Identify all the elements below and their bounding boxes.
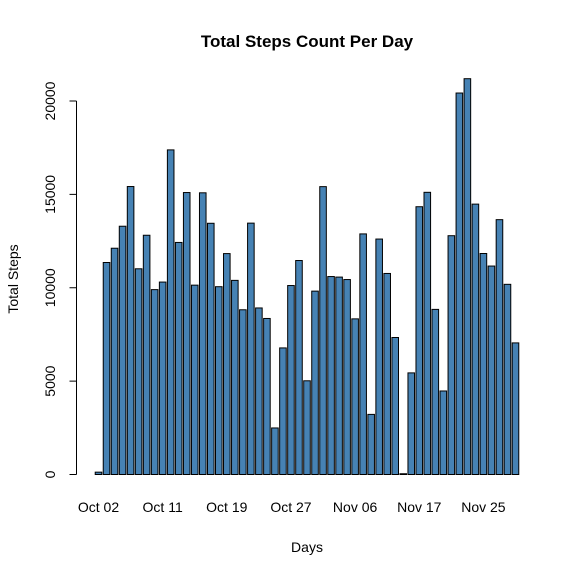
y-tick-label: 0: [42, 470, 58, 478]
bar-2012-10-29: [303, 380, 311, 476]
bar-2012-11-02: [327, 276, 335, 476]
bar-2012-11-12: [383, 272, 391, 475]
bar-2012-10-23: [255, 307, 263, 475]
bar-2012-10-24: [263, 317, 271, 475]
bar-2012-10-20: [231, 279, 239, 475]
x-tick-label: Oct 27: [270, 499, 311, 515]
x-tick-label: Nov 06: [333, 499, 378, 515]
bar-2012-10-30: [311, 290, 319, 475]
y-axis-label: Total Steps: [5, 244, 21, 313]
y-tick-label: 15000: [42, 175, 58, 214]
bar-2012-10-13: [174, 241, 183, 475]
y-tick-label: 20000: [42, 81, 58, 120]
bar-2012-11-29: [511, 342, 520, 475]
bar-2012-10-11: [158, 281, 167, 475]
bar-2012-11-27: [495, 219, 504, 475]
x-tick-label: Nov 17: [397, 499, 442, 515]
bar-2012-10-02: [94, 471, 103, 475]
bar-2012-11-24: [471, 203, 480, 475]
bar-2012-11-07: [359, 233, 367, 475]
bar-2012-11-28: [503, 283, 512, 475]
bar-2012-11-06: [351, 318, 359, 475]
bar-2012-10-16: [198, 192, 207, 475]
x-tick-label: Oct 11: [143, 499, 183, 515]
bar-2012-11-21: [447, 235, 456, 475]
x-tick-label: Oct 19: [206, 499, 247, 515]
bar-2012-10-18: [215, 286, 223, 476]
bar-2012-10-19: [223, 253, 231, 475]
bar-2012-11-15: [399, 473, 408, 476]
bar-2012-11-16: [407, 372, 416, 476]
x-tick-label: Nov 25: [461, 499, 506, 515]
bar-2012-11-19: [431, 308, 440, 476]
bar-2012-10-25: [271, 427, 279, 475]
bar-2012-10-06: [126, 186, 135, 475]
bar-2012-11-17: [415, 206, 424, 475]
y-axis: 0 5000 10000 15000 20000: [42, 81, 77, 478]
bar-2012-10-31: [319, 186, 327, 475]
bar-2012-11-05: [343, 279, 351, 475]
bar-2012-11-08: [367, 413, 375, 476]
x-tick-label: Oct 02: [78, 499, 119, 515]
bar-2012-10-07: [134, 268, 143, 476]
bar-2012-10-05: [118, 225, 127, 475]
bar-2012-10-04: [110, 247, 119, 475]
bar-2012-10-22: [247, 222, 255, 475]
y-tick-label: 5000: [42, 365, 58, 396]
bar-2012-10-17: [206, 222, 215, 475]
bar-2012-10-03: [102, 262, 111, 475]
bar-2012-10-28: [295, 260, 303, 475]
bar-2012-11-13: [391, 337, 400, 475]
y-tick-label: 10000: [42, 268, 58, 307]
bar-2012-10-09: [142, 234, 151, 475]
bar-2012-11-03: [335, 276, 343, 475]
bar-2012-10-15: [190, 284, 199, 475]
bar-2012-11-11: [375, 238, 383, 475]
bar-2012-11-26: [487, 265, 496, 475]
bar-2012-11-23: [463, 78, 472, 475]
bar-2012-11-22: [455, 92, 464, 475]
bar-2012-10-12: [166, 149, 175, 475]
bars-group: [94, 78, 520, 476]
chart-title: Total Steps Count Per Day: [201, 32, 414, 51]
bar-2012-10-10: [150, 289, 159, 475]
x-axis-label: Days: [291, 539, 323, 555]
bar-2012-11-25: [479, 253, 488, 475]
bar-2012-10-27: [287, 285, 295, 475]
bar-2012-10-26: [279, 347, 287, 476]
bar-2012-10-14: [182, 192, 191, 475]
bar-2012-11-20: [439, 390, 448, 475]
bar-2012-10-21: [239, 309, 247, 475]
bar-2012-11-18: [423, 191, 432, 475]
x-axis: Oct 02 Oct 11 Oct 19 Oct 27 Nov 06 Nov 17 Nov …: [78, 499, 506, 515]
